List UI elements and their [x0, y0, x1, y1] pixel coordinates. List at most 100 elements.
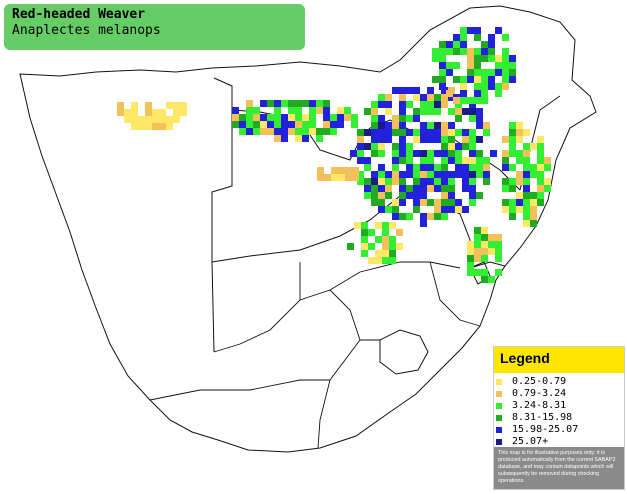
grid-cell	[474, 248, 481, 255]
grid-cell	[316, 128, 323, 135]
grid-cell	[392, 129, 399, 136]
grid-cell	[399, 150, 406, 157]
grid-cell	[481, 227, 488, 234]
grid-cell	[448, 122, 455, 129]
grid-cell	[166, 102, 173, 109]
grid-cell	[481, 97, 488, 104]
grid-cell	[145, 109, 152, 116]
grid-cell	[509, 143, 516, 150]
grid-cell	[469, 199, 476, 206]
grid-cell	[392, 164, 399, 171]
grid-cell	[344, 107, 351, 114]
grid-cell	[427, 129, 434, 136]
grid-cell	[488, 83, 495, 90]
grid-cell	[260, 100, 267, 107]
grid-cell	[509, 122, 516, 129]
grid-cell	[330, 114, 337, 121]
grid-cell	[368, 229, 375, 236]
grid-cell	[455, 143, 462, 150]
grid-cell	[455, 171, 462, 178]
grid-cell	[481, 41, 488, 48]
grid-cell	[448, 129, 455, 136]
grid-cell	[323, 128, 330, 135]
grid-cell	[354, 222, 361, 229]
grid-cell	[406, 164, 413, 171]
grid-cell	[406, 185, 413, 192]
grid-cell	[274, 100, 281, 107]
grid-cell	[537, 178, 544, 185]
grid-cell	[474, 69, 481, 76]
grid-cell	[502, 55, 509, 62]
grid-cell	[502, 48, 509, 55]
grid-cell	[439, 83, 446, 90]
grid-cell	[469, 192, 476, 199]
grid-cell	[267, 128, 274, 135]
grid-cell	[371, 199, 378, 206]
grid-cell	[455, 206, 462, 213]
grid-cell	[483, 171, 490, 178]
grid-cell	[406, 171, 413, 178]
grid-cell	[469, 101, 476, 108]
grid-cell	[389, 250, 396, 257]
grid-cell	[467, 62, 474, 69]
grid-cell	[375, 257, 382, 264]
grid-cell	[406, 157, 413, 164]
grid-cell	[246, 114, 253, 121]
grid-cell	[364, 129, 371, 136]
grid-cell	[406, 192, 413, 199]
grid-cell	[316, 107, 323, 114]
grid-cell	[267, 100, 274, 107]
grid-cell	[434, 108, 441, 115]
grid-cell	[439, 69, 446, 76]
grid-cell	[427, 199, 434, 206]
grid-cell	[476, 192, 483, 199]
grid-cell	[389, 257, 396, 264]
grid-cell	[469, 108, 476, 115]
grid-cell	[509, 136, 516, 143]
grid-cell	[399, 122, 406, 129]
grid-cell	[152, 109, 159, 116]
grid-cell	[399, 171, 406, 178]
grid-cell	[364, 143, 371, 150]
grid-cell	[385, 94, 392, 101]
grid-cell	[460, 90, 467, 97]
legend-entries: 0.25-0.79 0.79-3.24 3.24-8.31 8.31-15.98…	[494, 373, 624, 448]
grid-cell	[371, 129, 378, 136]
grid-cell	[138, 123, 145, 130]
legend-label: 0.25-0.79	[512, 376, 567, 387]
grid-cell	[239, 114, 246, 121]
grid-cell	[441, 213, 448, 220]
grid-cell	[467, 241, 474, 248]
grid-cell	[474, 234, 481, 241]
grid-cell	[337, 114, 344, 121]
grid-cell	[302, 135, 309, 142]
grid-cell	[509, 129, 516, 136]
grid-cell	[502, 136, 509, 143]
grid-cell	[361, 250, 368, 257]
grid-cell	[467, 262, 474, 269]
grid-cell	[166, 123, 173, 130]
grid-cell	[495, 69, 502, 76]
grid-cell	[502, 34, 509, 41]
grid-cell	[117, 109, 124, 116]
grid-cell	[253, 128, 260, 135]
grid-cell	[509, 178, 516, 185]
grid-cell	[330, 128, 337, 135]
grid-cell	[441, 94, 448, 101]
grid-cell	[446, 62, 453, 69]
grid-cell	[378, 115, 385, 122]
grid-cell	[509, 213, 516, 220]
grid-cell	[288, 128, 295, 135]
grid-cell	[467, 269, 474, 276]
grid-cell	[389, 236, 396, 243]
grid-cell	[382, 236, 389, 243]
grid-cell	[502, 164, 509, 171]
species-scientific-name: Anaplectes melanops	[12, 23, 161, 38]
grid-cell	[131, 116, 138, 123]
grid-cell	[469, 150, 476, 157]
grid-cell	[495, 248, 502, 255]
grid-cell	[453, 76, 460, 83]
grid-cell	[420, 136, 427, 143]
legend-entry: 0.79-3.24	[494, 388, 624, 400]
